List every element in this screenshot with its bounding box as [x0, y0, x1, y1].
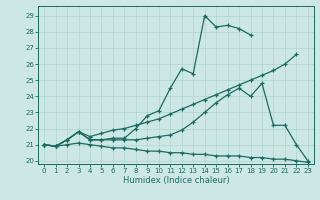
X-axis label: Humidex (Indice chaleur): Humidex (Indice chaleur)	[123, 176, 229, 185]
